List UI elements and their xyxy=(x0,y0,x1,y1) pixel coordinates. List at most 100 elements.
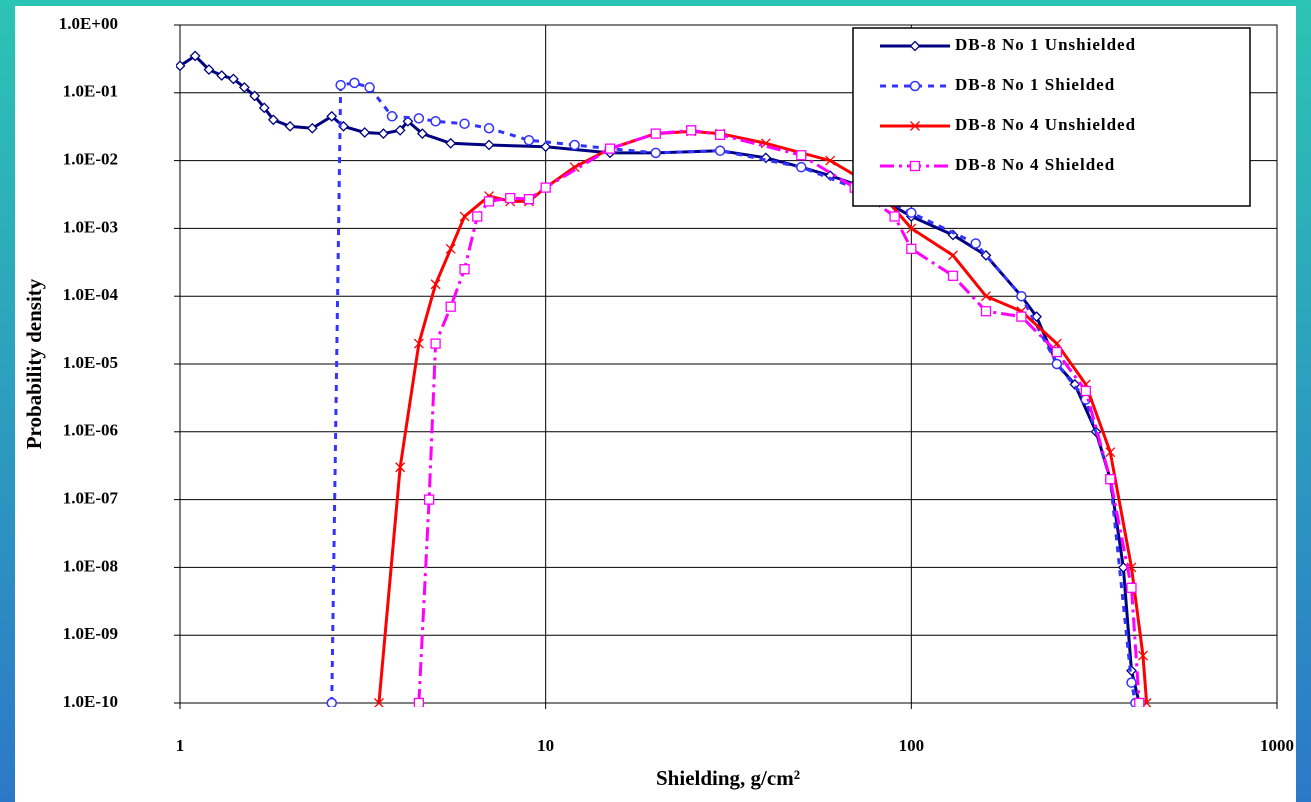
y-tick-label: 1.0E-02 xyxy=(63,150,118,169)
marker xyxy=(349,77,360,89)
legend-label: DB-8 No 4 Unshielded xyxy=(955,115,1136,134)
x-axis-title: Shielding, g/cm² xyxy=(656,766,800,790)
y-tick-label: 1.0E-03 xyxy=(63,217,118,236)
series-line xyxy=(330,81,1137,704)
marker xyxy=(416,128,428,140)
marker xyxy=(430,279,441,290)
marker xyxy=(714,129,726,140)
marker xyxy=(364,82,375,93)
marker xyxy=(909,80,921,92)
y-tick-label: 1.0E-05 xyxy=(63,353,118,372)
marker xyxy=(980,306,992,317)
marker xyxy=(189,50,201,62)
plot-border xyxy=(179,24,1278,704)
marker xyxy=(430,338,441,349)
marker xyxy=(1126,582,1137,593)
marker xyxy=(505,192,516,204)
marker xyxy=(909,160,921,172)
marker xyxy=(686,125,697,136)
marker xyxy=(970,238,981,249)
legend-label: DB-8 No 1 Shielded xyxy=(955,75,1115,94)
x-tick-label: 1000 xyxy=(1260,736,1294,755)
y-axis-title: Probability density xyxy=(22,278,46,449)
marker xyxy=(483,196,495,207)
marker xyxy=(326,110,338,122)
marker xyxy=(483,123,495,134)
marker xyxy=(906,223,917,234)
marker xyxy=(402,115,414,127)
grid: 1.0E+00 1.0E-01 1.0E-02 1.0E-03 1.0E-04 1.0E-… xyxy=(59,14,1294,755)
legend: DB-8 No 1 Unshielded DB-8 No 1 Shielded DB… xyxy=(852,27,1251,207)
marker xyxy=(650,147,661,159)
marker xyxy=(1016,311,1027,322)
marker xyxy=(947,270,959,281)
marker xyxy=(796,150,807,161)
marker xyxy=(889,211,900,222)
marker xyxy=(825,155,836,166)
series-line xyxy=(377,129,1149,704)
marker xyxy=(1051,346,1062,358)
legend-label: DB-8 No 4 Shielded xyxy=(955,155,1115,174)
marker xyxy=(760,152,772,164)
marker xyxy=(335,79,346,91)
series-line xyxy=(417,128,1141,704)
marker xyxy=(1051,358,1063,370)
x-tick-label: 100 xyxy=(899,736,925,755)
x-tick-label: 10 xyxy=(537,736,554,755)
marker xyxy=(413,338,424,349)
marker xyxy=(1126,677,1137,688)
marker xyxy=(216,70,228,81)
marker xyxy=(1016,290,1027,302)
marker xyxy=(228,73,239,85)
marker xyxy=(258,102,270,114)
marker xyxy=(445,243,456,254)
marker xyxy=(796,161,807,173)
marker xyxy=(445,301,456,312)
marker xyxy=(1138,650,1148,661)
marker xyxy=(906,207,917,219)
marker xyxy=(445,137,457,149)
marker xyxy=(386,111,398,122)
marker xyxy=(238,82,250,93)
marker xyxy=(373,698,384,707)
y-tick-label: 1.0E-10 xyxy=(63,692,118,711)
marker xyxy=(714,145,726,156)
y-tick-label: 1.0E-09 xyxy=(63,624,118,643)
marker xyxy=(948,250,958,261)
marker xyxy=(459,264,470,275)
marker xyxy=(472,211,483,222)
x-tick-label: 1 xyxy=(176,736,185,755)
marker xyxy=(394,124,406,136)
y-tick-label: 1.0E-07 xyxy=(63,489,119,508)
marker xyxy=(540,141,552,153)
marker xyxy=(1105,474,1116,485)
y-tick-label: 1.0E-01 xyxy=(63,82,118,101)
marker xyxy=(249,90,261,102)
marker xyxy=(378,128,389,140)
marker xyxy=(1080,385,1091,397)
marker xyxy=(910,121,920,131)
marker xyxy=(413,697,425,707)
marker xyxy=(604,143,616,154)
marker xyxy=(267,114,279,126)
marker xyxy=(909,40,921,52)
legend-label: DB-8 No 1 Unshielded xyxy=(955,35,1136,54)
marker xyxy=(1051,338,1062,349)
marker xyxy=(981,291,991,302)
marker xyxy=(824,170,836,182)
y-tick-label: 1.0E-04 xyxy=(63,285,119,304)
y-tick-label: 1.0E+00 xyxy=(59,14,118,33)
marker xyxy=(459,118,470,129)
marker xyxy=(413,113,425,124)
marker xyxy=(1105,447,1116,458)
y-tick-label: 1.0E-08 xyxy=(63,556,118,575)
marker xyxy=(284,120,296,132)
marker xyxy=(523,194,535,205)
marker xyxy=(395,462,406,473)
marker xyxy=(483,139,495,151)
legend-box xyxy=(852,27,1251,207)
marker xyxy=(176,60,186,72)
marker xyxy=(906,243,917,254)
